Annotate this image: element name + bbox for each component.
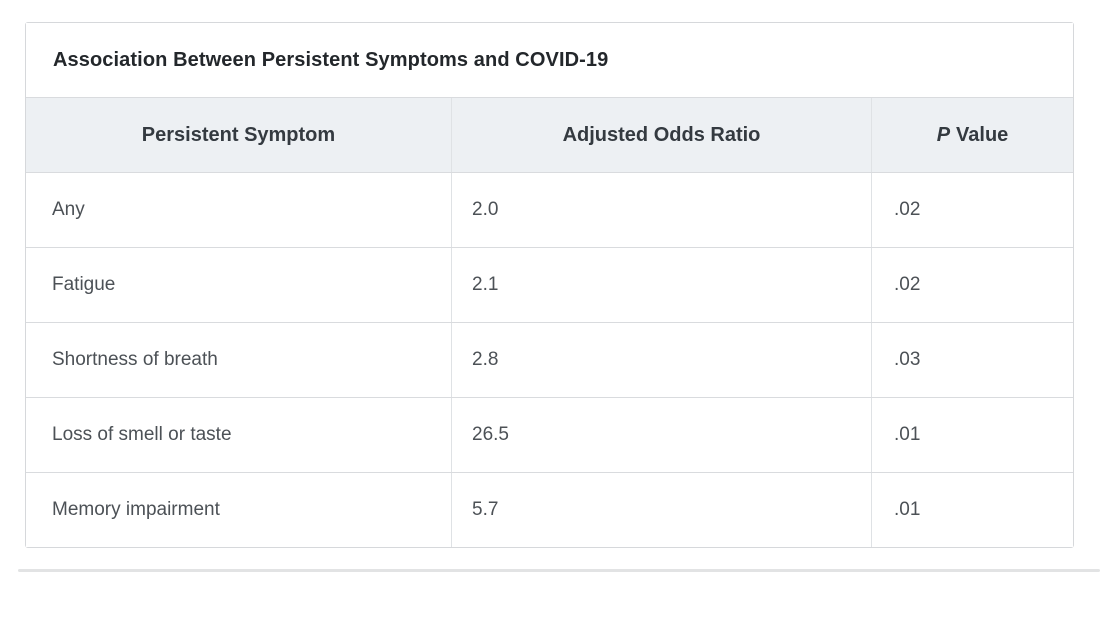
p-value-cell: .03 [871,323,1073,397]
symptom-cell: Fatigue [52,274,116,295]
table-title-text: Association Between Persistent Symptoms … [53,48,609,71]
table-row: Fatigue 2.1 .02 [26,247,1073,322]
odds-ratio-cell: 26.5 [451,398,871,472]
table-row: Any 2.0 .02 [26,172,1073,247]
header-adjusted-odds-ratio: Adjusted Odds Ratio [451,98,871,172]
p-value-cell: .01 [871,473,1073,547]
p-value-cell: .02 [871,173,1073,247]
table-title: Association Between Persistent Symptoms … [26,23,1073,97]
table-row: Shortness of breath 2.8 .03 [26,322,1073,397]
header-p-value: P Value [871,98,1073,172]
p-value-header-italic: P [936,123,951,146]
odds-ratio-cell: 5.7 [451,473,871,547]
odds-ratio-cell: 2.8 [451,323,871,397]
symptoms-table: Association Between Persistent Symptoms … [25,22,1074,548]
odds-ratio-cell: 2.1 [451,248,871,322]
header-persistent-symptom: Persistent Symptom [141,123,336,146]
odds-ratio-cell: 2.0 [451,173,871,247]
p-value-cell: .01 [871,398,1073,472]
table-row: Memory impairment 5.7 .01 [26,472,1073,547]
symptom-cell: Loss of smell or taste [52,424,232,445]
section-divider [18,569,1100,572]
table-header-row: Persistent Symptom Adjusted Odds Ratio P… [26,97,1073,172]
symptom-cell: Any [52,199,85,220]
symptom-cell: Memory impairment [52,499,220,520]
symptom-cell: Shortness of breath [52,349,218,370]
table-row: Loss of smell or taste 26.5 .01 [26,397,1073,472]
p-value-header-rest: Value [956,123,1009,146]
p-value-cell: .02 [871,248,1073,322]
